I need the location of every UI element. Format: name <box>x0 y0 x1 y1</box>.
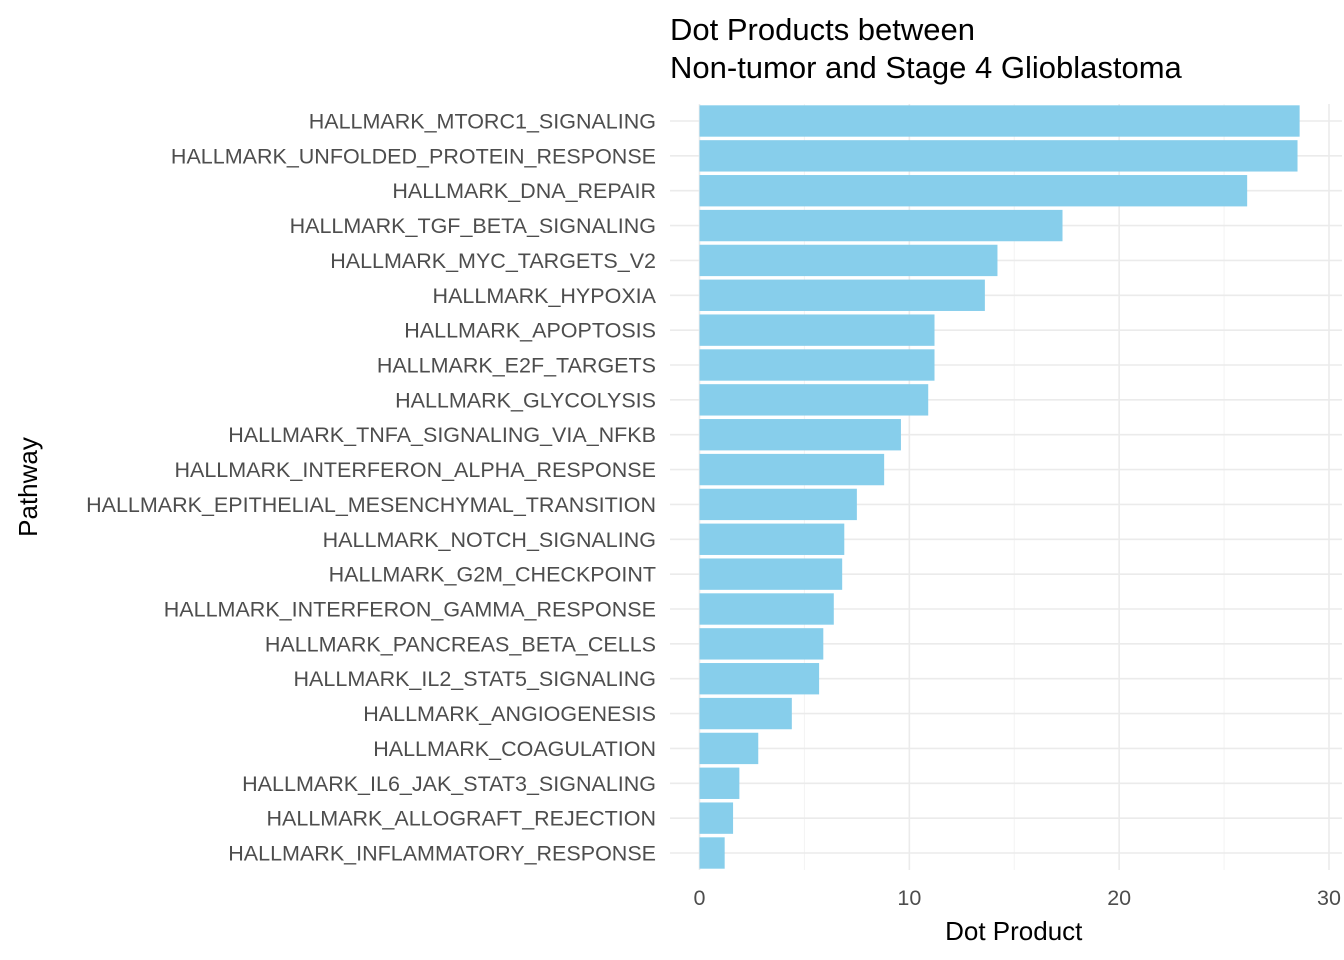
y-tick-label: HALLMARK_G2M_CHECKPOINT <box>329 563 656 587</box>
chart-title: Dot Products between Non-tumor and Stage … <box>670 12 1183 85</box>
y-tick-label: HALLMARK_PANCREAS_BETA_CELLS <box>265 632 656 656</box>
x-tick-label: 10 <box>897 886 921 910</box>
x-axis-title: Dot Product <box>945 916 1083 946</box>
y-tick-label: HALLMARK_IL2_STAT5_SIGNALING <box>294 667 656 691</box>
chart-title-line: Non-tumor and Stage 4 Glioblastoma <box>670 50 1183 85</box>
bars <box>699 105 1300 869</box>
chart-title-line: Dot Products between <box>670 12 975 47</box>
bar <box>699 767 740 799</box>
bar <box>699 209 1063 242</box>
bar <box>699 244 998 277</box>
y-tick-label: HALLMARK_APOPTOSIS <box>404 319 656 343</box>
bar <box>699 140 1298 172</box>
x-tick-label: 0 <box>694 886 706 910</box>
bar <box>699 628 824 660</box>
y-tick-label: HALLMARK_TNFA_SIGNALING_VIA_NFKB <box>228 423 656 447</box>
bar <box>699 279 985 311</box>
bar <box>699 175 1248 207</box>
bar <box>699 488 857 521</box>
bar <box>699 732 759 765</box>
bar <box>699 419 901 451</box>
y-tick-label: HALLMARK_COAGULATION <box>373 737 656 761</box>
y-tick-label: HALLMARK_HYPOXIA <box>433 284 657 308</box>
bar <box>699 837 725 869</box>
y-tick-label: HALLMARK_DNA_REPAIR <box>392 179 656 203</box>
x-tick-label: 30 <box>1317 886 1341 910</box>
y-tick-label: HALLMARK_NOTCH_SIGNALING <box>323 528 656 552</box>
y-tick-label: HALLMARK_TGF_BETA_SIGNALING <box>290 214 656 238</box>
y-axis-title: Pathway <box>13 437 43 537</box>
bar <box>699 663 820 695</box>
y-tick-label: HALLMARK_E2F_TARGETS <box>377 354 656 378</box>
bar <box>699 349 935 381</box>
bar <box>699 802 734 834</box>
y-tick-label: HALLMARK_MYC_TARGETS_V2 <box>330 249 656 273</box>
bar <box>699 384 929 416</box>
x-axis-ticks: 0 10 20 30 <box>694 886 1341 910</box>
bar <box>699 593 834 625</box>
bar <box>699 523 845 555</box>
bar <box>699 453 885 486</box>
y-tick-label: HALLMARK_IL6_JAK_STAT3_SIGNALING <box>242 772 656 796</box>
y-tick-label: HALLMARK_GLYCOLYSIS <box>395 388 656 412</box>
y-tick-label: HALLMARK_ANGIOGENESIS <box>363 702 656 726</box>
bar <box>699 105 1300 137</box>
y-tick-label: HALLMARK_INTERFERON_GAMMA_RESPONSE <box>164 598 656 622</box>
y-axis-labels: HALLMARK_MTORC1_SIGNALING HALLMARK_UNFOLD… <box>86 110 657 866</box>
chart-title-text: Dot Products between Non-tumor and Stage … <box>670 12 1183 85</box>
y-tick-label: HALLMARK_ALLOGRAFT_REJECTION <box>267 807 657 831</box>
bar <box>699 697 792 730</box>
y-tick-label: HALLMARK_INTERFERON_ALPHA_RESPONSE <box>174 458 656 482</box>
y-tick-label: HALLMARK_UNFOLDED_PROTEIN_RESPONSE <box>171 144 656 168</box>
bar <box>699 558 843 590</box>
x-tick-label: 20 <box>1107 886 1131 910</box>
y-tick-label: HALLMARK_EPITHELIAL_MESENCHYMAL_TRANSITI… <box>86 493 656 517</box>
y-tick-label: HALLMARK_INFLAMMATORY_RESPONSE <box>228 842 656 866</box>
y-tick-label: HALLMARK_MTORC1_SIGNALING <box>309 110 656 134</box>
bar <box>699 314 935 346</box>
